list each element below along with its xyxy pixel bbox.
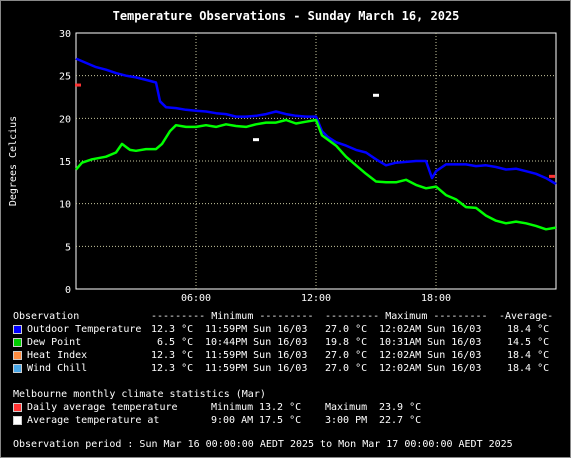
cell-avg-value: 18.4 °C xyxy=(507,324,550,335)
table-row: Outdoor Temperature 12.3 °C 11:59PM Sun 16… xyxy=(13,323,549,336)
y-tick-label: 25 xyxy=(59,72,71,83)
header-maximum: --------- Maximum --------- xyxy=(325,311,488,322)
marker-average-temperature-at xyxy=(253,138,259,142)
climate-label: Daily average temperature xyxy=(27,402,178,413)
cell-avg-value: 18.4 °C xyxy=(507,363,550,374)
legend-swatch xyxy=(13,416,22,425)
climate-col2: 3:00 PM xyxy=(325,415,368,426)
x-tick-label: 18:00 xyxy=(421,293,451,301)
cell-max-value: 27.0 °C xyxy=(325,363,368,374)
climate-val2: 22.7 °C xyxy=(379,415,422,426)
header-minimum: --------- Minimum --------- xyxy=(151,311,314,322)
cell-min-time: 11:59PM Sun 16/03 xyxy=(205,363,308,374)
y-tick-label: 30 xyxy=(59,29,71,40)
cell-min-value: 6.5 °C xyxy=(151,337,194,348)
legend-swatch xyxy=(13,403,22,412)
y-tick-label: 5 xyxy=(65,242,71,253)
x-tick-label: 12:00 xyxy=(301,293,331,301)
cell-name: Outdoor Temperature xyxy=(27,324,142,335)
cell-name: Heat Index xyxy=(27,350,88,361)
legend-swatch xyxy=(13,351,22,360)
cell-min-value: 12.3 °C xyxy=(151,324,194,335)
climate-val1: 17.5 °C xyxy=(259,415,302,426)
legend-swatch xyxy=(13,338,22,347)
cell-min-time: 10:44PM Sun 16/03 xyxy=(205,337,308,348)
cell-avg-value: 18.4 °C xyxy=(507,350,550,361)
climate-label: Average temperature at xyxy=(27,415,160,426)
x-tick-label: 06:00 xyxy=(181,293,211,301)
climate-val1: 13.2 °C xyxy=(259,402,302,413)
cell-min-value: 12.3 °C xyxy=(151,363,194,374)
cell-max-time: 12:02AM Sun 16/03 xyxy=(379,324,482,335)
cell-max-time: 12:02AM Sun 16/03 xyxy=(379,363,482,374)
header-average: -Average- xyxy=(499,311,554,322)
table-header: Observation --------- Minimum --------- … xyxy=(13,310,553,323)
cell-min-time: 11:59PM Sun 16/03 xyxy=(205,324,308,335)
cell-name: Dew Point xyxy=(27,337,82,348)
table-row: Heat Index 12.3 °C 11:59PM Sun 16/03 27.0 °… xyxy=(13,349,549,362)
table-row: Dew Point 6.5 °C 10:44PM Sun 16/03 19.8 °C… xyxy=(13,336,549,349)
table-row: Wind Chill 12.3 °C 11:59PM Sun 16/03 27.0 °… xyxy=(13,362,549,375)
cell-name: Wind Chill xyxy=(27,363,88,374)
cell-max-value: 27.0 °C xyxy=(325,350,368,361)
series-line-dew-point xyxy=(75,118,557,231)
observation-period: Observation period : Sun Mar 16 00:00:00… xyxy=(13,439,513,450)
legend-swatch xyxy=(13,325,22,334)
legend-swatch xyxy=(13,364,22,373)
cell-max-time: 12:02AM Sun 16/03 xyxy=(379,350,482,361)
marker-daily-average-temperature xyxy=(75,83,81,87)
header-observation: Observation xyxy=(13,311,80,322)
cell-max-time: 10:31AM Sun 16/03 xyxy=(379,337,482,348)
marker-average-temperature-at xyxy=(373,93,379,97)
cell-avg-value: 14.5 °C xyxy=(507,337,550,348)
temperature-chart: Temperature Observations - Sunday March … xyxy=(8,9,557,301)
series-line-outdoor-temperature xyxy=(75,57,557,186)
y-tick-label: 0 xyxy=(65,285,71,296)
chart-title: Temperature Observations - Sunday March … xyxy=(113,9,460,23)
cell-min-value: 12.3 °C xyxy=(151,350,194,361)
marker-daily-average-temperature xyxy=(549,174,555,178)
y-tick-label: 20 xyxy=(59,114,71,125)
y-axis-label: Degrees Celcius xyxy=(8,116,19,206)
cell-max-value: 19.8 °C xyxy=(325,337,368,348)
y-tick-label: 15 xyxy=(59,157,71,168)
y-tick-label: 10 xyxy=(59,200,71,211)
climate-col1: Minimum xyxy=(211,402,254,413)
cell-max-value: 27.0 °C xyxy=(325,324,368,335)
climate-val2: 23.9 °C xyxy=(379,402,422,413)
climate-col2: Maximum xyxy=(325,402,368,413)
observation-summary-table: Observation --------- Minimum --------- … xyxy=(13,310,553,375)
cell-min-time: 11:59PM Sun 16/03 xyxy=(205,350,308,361)
climate-col1: 9:00 AM xyxy=(211,415,254,426)
